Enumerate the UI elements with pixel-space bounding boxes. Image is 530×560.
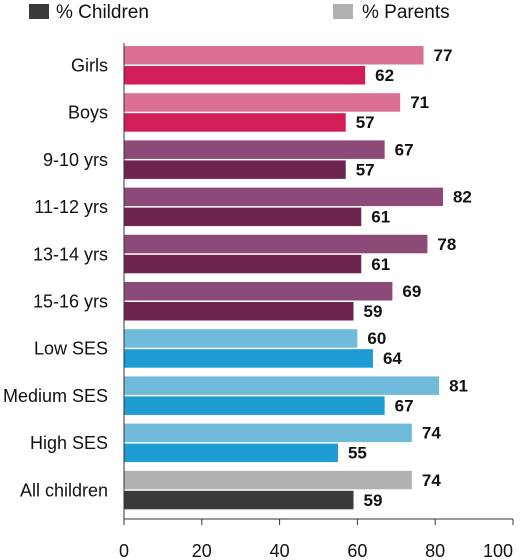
bar-children	[124, 349, 373, 368]
bar-parents	[124, 282, 393, 301]
bar-children	[124, 66, 366, 85]
value-label-parents: 77	[434, 46, 453, 65]
bar-parents	[124, 187, 443, 207]
bar-parents	[124, 470, 412, 490]
legend-swatch-children	[29, 4, 49, 19]
bar-parents	[124, 93, 401, 112]
value-label-children: 55	[348, 444, 367, 463]
bar-parents	[124, 46, 424, 65]
bar-parents	[124, 376, 440, 395]
value-label-parents: 71	[410, 93, 429, 112]
category-label: 13-14 yrs	[33, 244, 108, 264]
value-label-children: 59	[364, 491, 383, 510]
bar-children	[124, 443, 338, 463]
value-label-parents: 81	[449, 376, 468, 395]
category-label: All children	[20, 480, 108, 500]
value-label-children: 59	[364, 302, 383, 321]
bar-parents	[124, 329, 358, 348]
legend-swatch-parents	[333, 4, 353, 19]
bar-children	[124, 490, 354, 510]
x-axis: 0 20 40 60 80 100	[119, 43, 514, 560]
bar-children	[124, 396, 385, 415]
value-label-children: 62	[375, 66, 394, 85]
value-label-parents: 82	[453, 188, 472, 207]
x-tick-label: 100	[483, 541, 513, 560]
x-tick-label: 40	[270, 541, 290, 560]
value-label-children: 64	[383, 349, 402, 368]
value-label-parents: 78	[437, 235, 456, 254]
legend-label-parents: % Parents	[362, 2, 450, 23]
bar-children	[124, 254, 362, 274]
value-label-children: 61	[371, 255, 390, 274]
category-label: Medium SES	[3, 386, 108, 406]
bars-group	[124, 46, 443, 510]
value-label-parents: 69	[402, 282, 421, 301]
category-label: Boys	[68, 103, 108, 123]
category-label: Girls	[71, 56, 108, 76]
x-tick-label: 0	[119, 541, 129, 560]
value-label-parents: 60	[367, 329, 386, 348]
bar-parents	[124, 423, 412, 443]
x-tick-label: 80	[425, 541, 445, 560]
x-tick-label: 60	[347, 541, 367, 560]
value-label-parents: 74	[422, 424, 441, 443]
value-label-parents: 67	[395, 140, 414, 159]
category-label: 9-10 yrs	[43, 150, 108, 170]
category-label: Low SES	[34, 339, 108, 359]
value-label-children: 61	[371, 208, 390, 227]
category-label: High SES	[30, 433, 108, 453]
bar-children	[124, 302, 354, 321]
value-label-children: 67	[395, 396, 414, 415]
category-label: 11-12 yrs	[34, 197, 108, 217]
bar-parents	[124, 140, 385, 159]
x-tick-label: 20	[192, 541, 212, 560]
category-label: 15-16 yrs	[33, 292, 108, 312]
bar-children	[124, 207, 362, 227]
value-label-parents: 74	[422, 471, 441, 490]
value-label-children: 57	[356, 160, 375, 179]
legend: % Children % Parents	[29, 2, 450, 23]
bar-children	[124, 160, 346, 179]
bar-parents	[124, 234, 428, 254]
category-labels: Girls Boys 9-10 yrs 11-12 yrs 13-14 yrs 15-16…	[3, 56, 108, 501]
bar-children	[124, 113, 346, 132]
legend-label-children: % Children	[56, 2, 149, 23]
value-label-children: 57	[356, 113, 375, 132]
